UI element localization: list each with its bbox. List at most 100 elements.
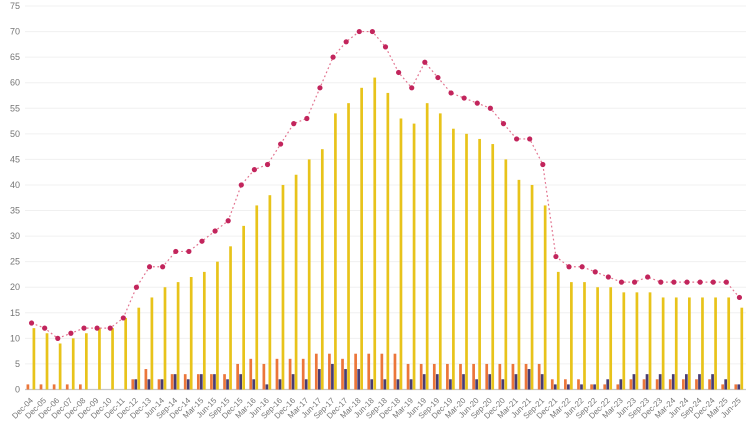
line-point-Jun-20[interactable] — [474, 100, 480, 106]
line-point-Sep-22[interactable] — [592, 269, 598, 275]
line-point-Jun-18[interactable] — [369, 28, 375, 35]
line-point-Dec-05[interactable] — [42, 325, 48, 331]
yellow-bar-Dec-12[interactable] — [137, 307, 141, 390]
line-point-Dec-20[interactable] — [500, 121, 507, 127]
line-point-Dec-11[interactable] — [120, 315, 126, 321]
orange-bar-Mar-15[interactable] — [196, 374, 200, 390]
line-point-Sep-24[interactable] — [697, 279, 703, 285]
orange-bar-Dec-19[interactable] — [446, 363, 449, 390]
purple-bar-Mar-25[interactable] — [724, 379, 728, 390]
purple-bar-Dec-16[interactable] — [291, 374, 295, 390]
purple-bar-Dec-24[interactable] — [711, 374, 714, 390]
purple-bar-Sep-23[interactable] — [645, 374, 649, 390]
line-point-Mar-19[interactable] — [409, 85, 415, 91]
yellow-bar-Mar-22[interactable] — [570, 282, 573, 390]
purple-bar-Jun-25[interactable] — [737, 384, 741, 390]
orange-bar-Dec-16[interactable] — [288, 358, 292, 390]
purple-bar-Mar-24[interactable] — [671, 374, 675, 390]
line-point-Dec-18[interactable] — [396, 69, 402, 76]
purple-bar-Mar-18[interactable] — [357, 369, 360, 390]
orange-bar-Dec-24[interactable] — [708, 379, 711, 390]
yellow-bar-Jun-20[interactable] — [478, 138, 481, 390]
line-point-Dec-13[interactable] — [146, 264, 153, 270]
line-point-Mar-20[interactable] — [461, 95, 467, 101]
yellow-bar-Dec-07[interactable] — [71, 338, 75, 390]
line-point-Dec-16[interactable] — [291, 121, 297, 127]
purple-bar-Dec-13[interactable] — [147, 379, 151, 390]
yellow-bar-Mar-17[interactable] — [307, 159, 311, 390]
line-point-Dec-19[interactable] — [448, 90, 454, 96]
orange-bar-Jun-24[interactable] — [682, 379, 685, 390]
line-point-Dec-22[interactable] — [605, 274, 611, 280]
line-point-Mar-15[interactable] — [199, 238, 205, 244]
orange-bar-Mar-18[interactable] — [354, 353, 357, 390]
yellow-bar-Dec-05[interactable] — [45, 333, 49, 390]
yellow-bar-Dec-21[interactable] — [556, 271, 560, 390]
orange-bar-Dec-23[interactable] — [655, 379, 659, 390]
line-point-Dec-08[interactable] — [81, 325, 87, 331]
yellow-bar-Sep-15[interactable] — [229, 246, 232, 390]
line-point-Jun-24[interactable] — [684, 279, 690, 285]
purple-bar-Jun-18[interactable] — [370, 379, 374, 390]
yellow-bar-Dec-13[interactable] — [150, 297, 154, 390]
orange-bar-Sep-20[interactable] — [485, 363, 489, 390]
purple-bar-Dec-20[interactable] — [501, 379, 505, 390]
line-point-Sep-23[interactable] — [645, 274, 651, 280]
purple-bar-Sep-19[interactable] — [435, 374, 439, 390]
yellow-bar-Sep-22[interactable] — [596, 287, 599, 390]
orange-bar-Dec-20[interactable] — [498, 363, 502, 390]
yellow-bar-Jun-21[interactable] — [530, 184, 534, 390]
line-point-Jun-25[interactable] — [736, 294, 743, 301]
orange-bar-Sep-17[interactable] — [328, 353, 331, 390]
orange-bar-Jun-16[interactable] — [262, 363, 266, 390]
yellow-bar-Jun-25[interactable] — [740, 307, 744, 390]
purple-bar-Dec-18[interactable] — [396, 379, 400, 390]
orange-bar-Jun-14[interactable] — [157, 379, 161, 390]
line-point-Dec-10[interactable] — [107, 325, 113, 331]
yellow-bar-Jun-19[interactable] — [425, 103, 429, 390]
purple-bar-Mar-19[interactable] — [409, 379, 413, 390]
yellow-bar-Sep-17[interactable] — [334, 113, 337, 390]
yellow-bar-Sep-23[interactable] — [648, 292, 652, 390]
orange-bar-Sep-15[interactable] — [223, 374, 226, 390]
purple-bar-Jun-16[interactable] — [265, 384, 269, 390]
line-point-Dec-04[interactable] — [28, 320, 35, 326]
purple-bar-Sep-14[interactable] — [173, 374, 177, 390]
yellow-bar-Dec-22[interactable] — [609, 287, 613, 390]
orange-bar-Dec-14[interactable] — [183, 374, 187, 390]
line-point-Jun-19[interactable] — [422, 59, 428, 65]
yellow-bar-Dec-16[interactable] — [294, 174, 298, 390]
line-point-Mar-16[interactable] — [251, 167, 258, 173]
purple-bar-Sep-17[interactable] — [331, 363, 334, 390]
line-point-Jun-16[interactable] — [264, 161, 271, 168]
line-point-Dec-06[interactable] — [55, 335, 61, 341]
line-point-Dec-24[interactable] — [710, 279, 716, 285]
purple-bar-Jun-21[interactable] — [527, 369, 531, 390]
purple-bar-Mar-23[interactable] — [619, 379, 623, 390]
orange-bar-Mar-23[interactable] — [616, 384, 620, 390]
yellow-bar-Dec-20[interactable] — [504, 159, 508, 390]
purple-bar-Jun-20[interactable] — [475, 379, 478, 390]
line-point-Jun-23[interactable] — [631, 279, 638, 285]
orange-bar-Dec-07[interactable] — [65, 384, 69, 390]
orange-bar-Mar-19[interactable] — [406, 363, 410, 390]
purple-bar-Jun-14[interactable] — [160, 379, 164, 390]
line-point-Dec-12[interactable] — [133, 284, 140, 290]
orange-bar-Sep-21[interactable] — [537, 363, 541, 390]
line-point-Jun-22[interactable] — [579, 264, 585, 270]
orange-bar-Sep-23[interactable] — [642, 379, 646, 390]
line-point-Mar-17[interactable] — [304, 115, 310, 122]
orange-bar-Jun-23[interactable] — [629, 379, 633, 390]
purple-bar-Mar-17[interactable] — [304, 379, 308, 390]
orange-bar-Jun-22[interactable] — [577, 379, 580, 390]
orange-bar-Dec-05[interactable] — [39, 384, 43, 390]
yellow-bar-Dec-09[interactable] — [98, 328, 101, 390]
orange-bar-Dec-17[interactable] — [341, 358, 344, 390]
purple-bar-Sep-20[interactable] — [488, 374, 492, 390]
yellow-bar-Mar-25[interactable] — [727, 297, 731, 390]
purple-bar-Mar-21[interactable] — [514, 374, 518, 390]
yellow-bar-Jun-18[interactable] — [373, 77, 377, 390]
line-point-Dec-09[interactable] — [94, 325, 100, 331]
orange-bar-Mar-17[interactable] — [301, 358, 305, 390]
line-point-Jun-21[interactable] — [527, 136, 533, 142]
